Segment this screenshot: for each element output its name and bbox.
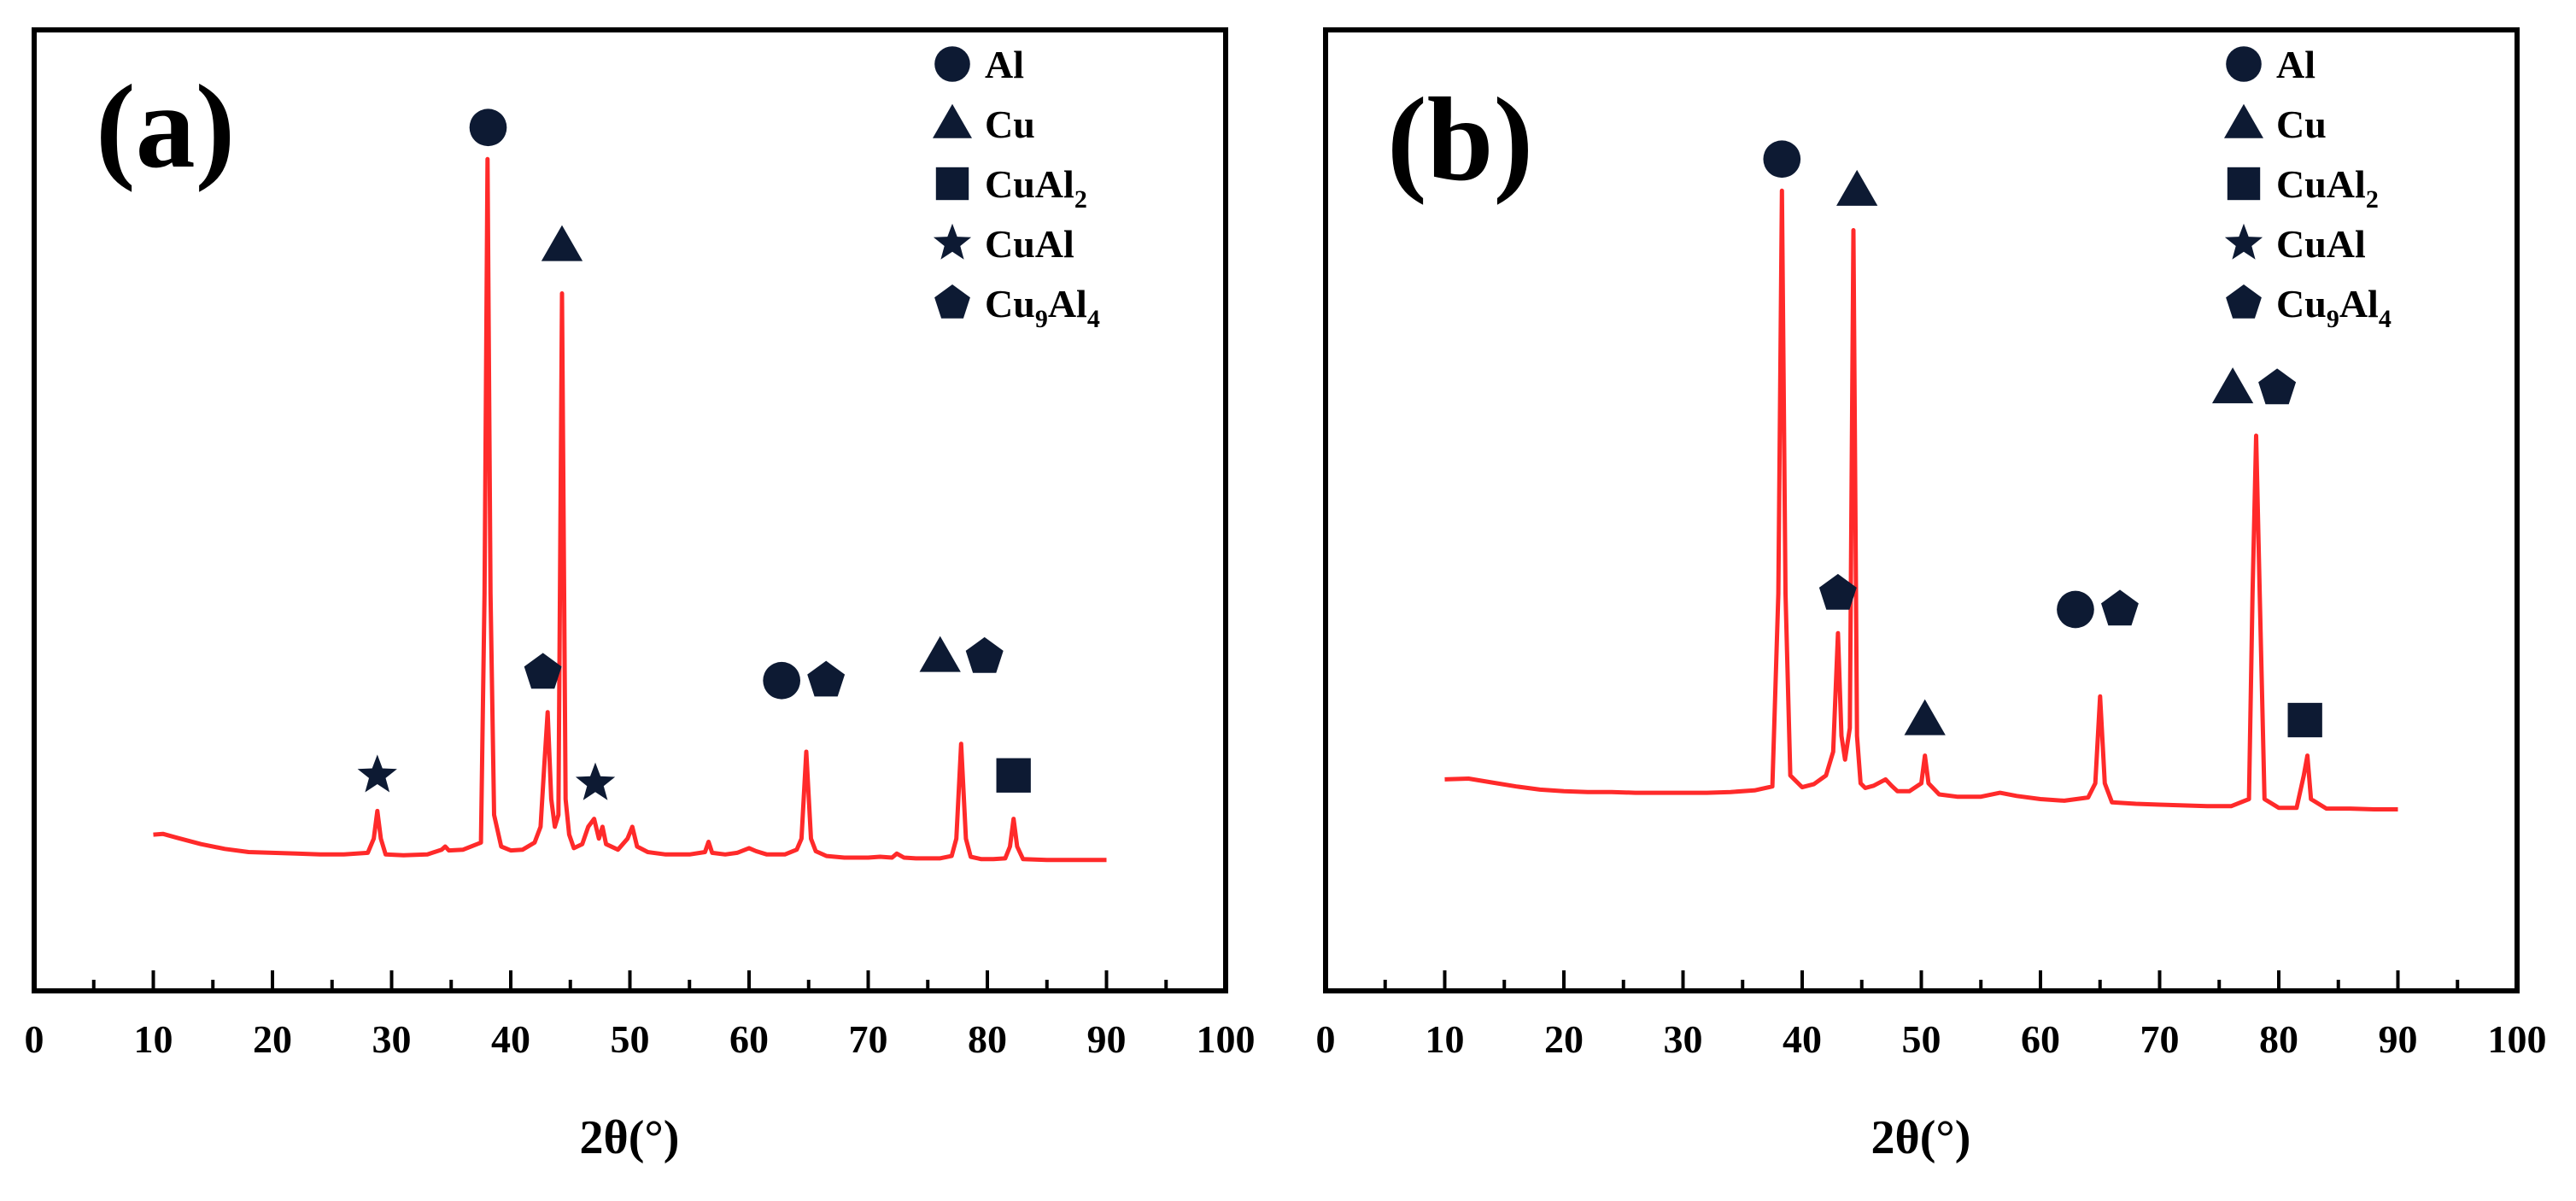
legend-label: CuAl2 [2276,162,2379,214]
legend-star-icon [2224,223,2263,260]
x-axis-title: 2θ(°) [580,1111,680,1164]
legend-pentagon-icon [2226,284,2262,319]
legend-pentagon-icon [934,284,970,319]
legend-label: Al [2276,43,2315,86]
x-tick-label: 50 [1902,1017,1941,1061]
legend-item: Cu [2224,103,2327,146]
legend-square-icon [2227,167,2261,201]
x-tick-label: 70 [2140,1017,2180,1061]
peak-triangle-icon [1904,699,1946,735]
legend-triangle-icon [2224,103,2263,138]
legend-label: CuAl2 [985,162,1087,214]
peak-star-icon [575,762,616,800]
x-tick-label: 50 [611,1017,650,1061]
legend-item: Cu9Al4 [2226,282,2392,333]
x-axis-ticks [32,970,1227,991]
peak-square-icon [2287,702,2322,738]
peak-annotations [357,108,1031,800]
x-tick-label: 10 [1426,1017,1465,1061]
legend-label: CuAl [985,222,1074,266]
peak-pentagon-icon [1818,573,1857,610]
x-tick-label: 90 [2379,1017,2418,1061]
peak-pentagon-icon [965,636,1004,673]
panel-label: (b) [1387,73,1533,206]
legend-star-icon [933,223,972,260]
x-tick-label: 20 [253,1017,292,1061]
legend-triangle-icon [933,103,972,138]
legend-item: Cu [933,103,1035,146]
peak-circle-icon [763,661,801,700]
x-tick-label: 30 [1664,1017,1703,1061]
x-tick-label: 0 [1316,1017,1336,1061]
x-tick-label: 80 [2259,1017,2298,1061]
x-axis-tick-labels: 0 10 20 30 40 50 60 70 80 90 100 [25,1017,1256,1061]
legend: Al Cu CuAl2 CuAl Cu9Al4 [2224,43,2392,333]
x-tick-label: 80 [968,1017,1007,1061]
x-axis-tick-labels: 0 10 20 30 40 50 60 70 80 90 100 [1316,1017,2547,1061]
peak-triangle-icon [919,636,961,672]
x-tick-label: 40 [491,1017,530,1061]
x-tick-label: 30 [372,1017,412,1061]
legend-item: CuAl [2224,222,2366,266]
legend-circle-icon [934,46,970,82]
panel-label: (a) [96,61,235,193]
x-tick-label: 70 [849,1017,888,1061]
xrd-line-b [1444,188,2398,811]
x-tick-label: 40 [1783,1017,1822,1061]
xrd-line-a [153,156,1107,863]
x-tick-label: 100 [1197,1017,1256,1061]
legend-item: CuAl [933,222,1074,266]
x-tick-label: 10 [134,1017,173,1061]
legend-label: CuAl [2276,222,2366,266]
legend-item: CuAl2 [2227,162,2379,214]
peak-pentagon-icon [2258,368,2297,405]
legend-item: Al [2226,43,2315,86]
legend-label: Cu9Al4 [2276,282,2392,333]
peak-star-icon [357,754,397,793]
legend-circle-icon [2226,46,2262,82]
peak-triangle-icon [1836,169,1878,206]
peak-triangle-icon [541,225,583,261]
peak-pentagon-icon [807,660,846,697]
x-axis-title: 2θ(°) [1871,1111,1971,1164]
peak-circle-icon [1763,140,1801,179]
x-tick-label: 100 [2488,1017,2547,1061]
x-axis-ticks [1324,970,2519,991]
peak-pentagon-icon [524,653,562,689]
legend-item: CuAl2 [935,162,1087,214]
legend-label: Cu [2276,103,2327,146]
peak-circle-icon [2057,590,2094,629]
legend-item: Cu9Al4 [934,282,1100,333]
x-tick-label: 90 [1087,1017,1127,1061]
x-tick-label: 0 [25,1017,44,1061]
peak-pentagon-icon [2101,589,2139,626]
legend: Al Cu CuAl2 CuAl Cu9Al4 [933,43,1100,333]
legend-label: Cu9Al4 [985,282,1100,333]
panel-a: 0 10 20 30 40 50 60 70 80 90 100 Al Cu CuAl2 CuAl Cu9A… [25,27,1256,1164]
legend-label: Cu [985,103,1035,146]
panel-b: 0 10 20 30 40 50 60 70 80 90 100 Al Cu CuAl2 CuAl Cu9A… [1316,27,2547,1164]
peak-square-icon [996,758,1031,793]
legend-square-icon [935,167,969,201]
legend-label: Al [985,43,1024,86]
x-tick-label: 60 [2021,1017,2060,1061]
peak-circle-icon [469,108,507,147]
legend-item: Al [934,43,1024,86]
x-tick-label: 20 [1544,1017,1584,1061]
peak-triangle-icon [2211,367,2254,404]
peak-annotations [1763,140,2322,738]
x-tick-label: 60 [729,1017,769,1061]
